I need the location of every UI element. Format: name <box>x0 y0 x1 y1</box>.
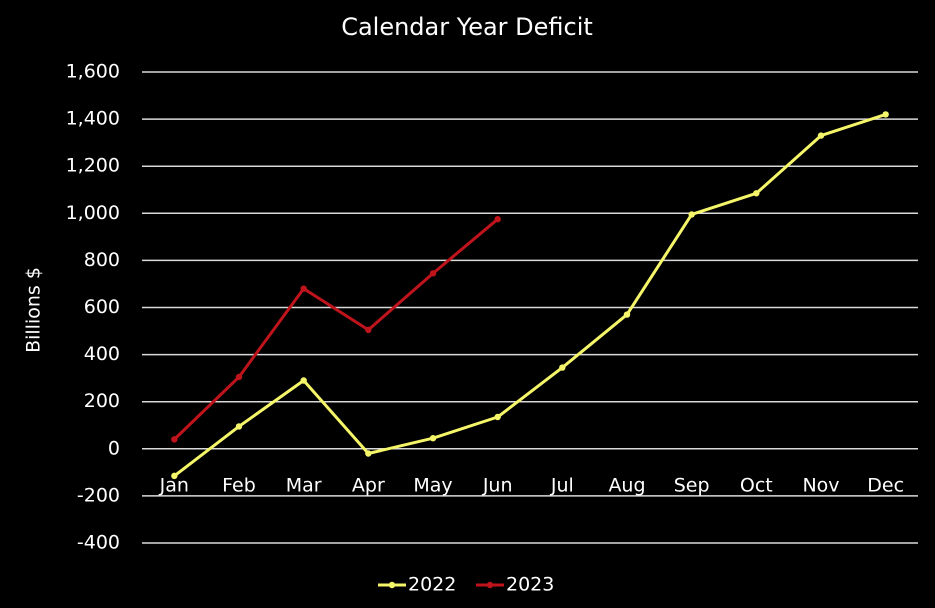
point-marker <box>171 436 178 443</box>
legend-marker <box>486 581 494 589</box>
point-marker <box>429 270 437 277</box>
y-tick-label: -400 <box>77 532 120 554</box>
point-marker <box>365 326 372 334</box>
point-marker <box>817 132 825 139</box>
point-marker <box>494 215 501 223</box>
y-tick-label: 400 <box>84 343 120 365</box>
x-tick-label: Jul <box>550 474 574 496</box>
x-tick-label: May <box>413 474 452 496</box>
point-marker <box>753 190 760 197</box>
y-tick-label: 1,600 <box>66 61 120 83</box>
series-line <box>173 112 887 478</box>
point-marker <box>688 211 695 218</box>
chart-title: Calendar Year Deficit <box>341 13 593 41</box>
y-tick-label: 1,200 <box>66 155 120 177</box>
x-tick-label: Oct <box>740 474 773 496</box>
y-tick-label: -200 <box>77 484 120 506</box>
legend-marker <box>388 581 396 589</box>
x-tick-label: Feb <box>222 474 256 496</box>
x-tick-label: Jun <box>482 474 513 496</box>
point-marker <box>235 423 243 430</box>
legend-label: 2023 <box>506 574 554 596</box>
series-line <box>173 218 499 441</box>
point-marker <box>429 435 437 442</box>
point-marker <box>494 413 501 421</box>
x-tick-label: Sep <box>674 474 710 496</box>
x-tick-label: Nov <box>802 474 839 496</box>
y-tick-label: 600 <box>84 296 120 318</box>
y-tick-label: 1,400 <box>66 108 120 130</box>
y-tick-label: 1,000 <box>66 202 120 224</box>
point-marker <box>559 364 566 371</box>
y-axis-label: Billions $ <box>23 267 45 353</box>
legend-label: 2022 <box>408 574 456 596</box>
point-marker <box>365 450 372 457</box>
x-tick-label: Dec <box>867 474 904 496</box>
point-marker <box>300 285 307 292</box>
point-marker <box>300 377 307 384</box>
x-tick-label: Jan <box>159 474 189 496</box>
point-marker <box>235 373 243 381</box>
point-marker <box>623 311 631 318</box>
y-tick-label: 800 <box>84 249 120 271</box>
x-tick-label: Aug <box>608 474 645 496</box>
y-tick-label: 0 <box>108 437 120 459</box>
y-tick-label: 200 <box>84 390 120 412</box>
x-tick-label: Mar <box>286 474 322 496</box>
point-marker <box>882 111 889 118</box>
point-marker <box>171 472 178 480</box>
x-tick-label: Apr <box>352 474 385 496</box>
